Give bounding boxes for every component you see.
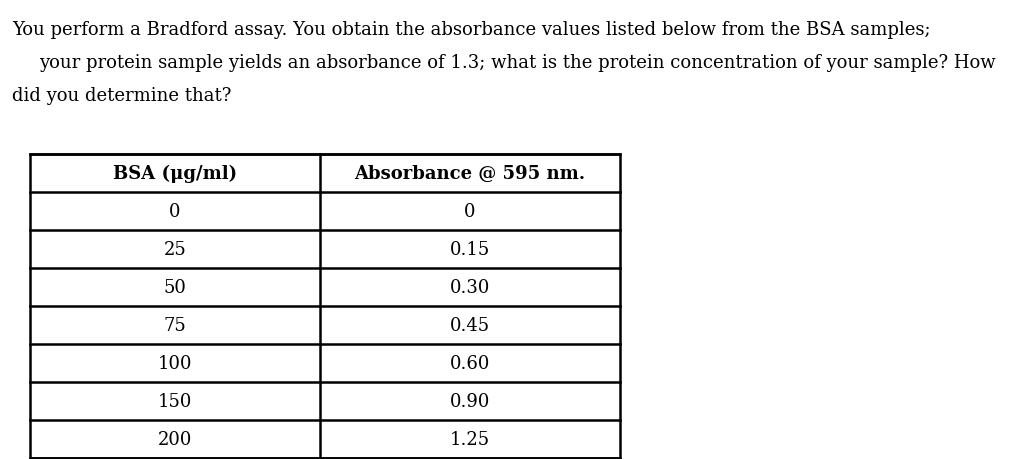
Text: 0.15: 0.15 [450, 241, 490, 258]
Text: did you determine that?: did you determine that? [12, 87, 231, 105]
Text: 0.45: 0.45 [450, 316, 490, 334]
Text: 0.30: 0.30 [450, 279, 490, 297]
Bar [30, 155, 620, 458]
Text: 1.25: 1.25 [450, 430, 490, 448]
Text: your protein sample yields an absorbance of 1.3; what is the protein concentrati: your protein sample yields an absorbance… [39, 54, 995, 72]
Text: 50: 50 [164, 279, 186, 297]
Text: 150: 150 [158, 392, 193, 410]
Text: 0.60: 0.60 [450, 354, 490, 372]
Text: 100: 100 [158, 354, 193, 372]
Text: 0: 0 [464, 202, 476, 220]
Text: 0.90: 0.90 [450, 392, 490, 410]
Text: You perform a Bradford assay. You obtain the absorbance values listed below from: You perform a Bradford assay. You obtain… [12, 21, 931, 39]
Text: 0: 0 [169, 202, 181, 220]
Text: BSA (μg/ml): BSA (μg/ml) [113, 164, 238, 183]
Text: 75: 75 [164, 316, 186, 334]
Text: 25: 25 [164, 241, 186, 258]
Text: 200: 200 [158, 430, 193, 448]
Text: Absorbance @ 595 nm.: Absorbance @ 595 nm. [354, 165, 586, 183]
